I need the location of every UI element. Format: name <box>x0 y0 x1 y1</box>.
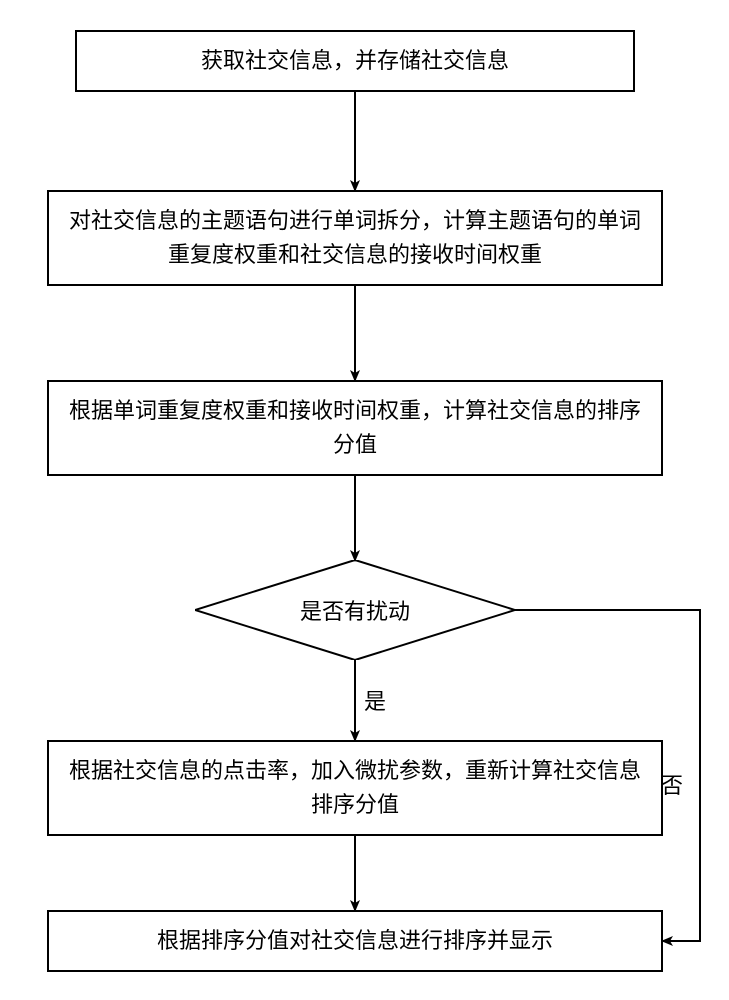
edges-layer <box>0 0 729 1000</box>
flow-node-n6: 根据排序分值对社交信息进行排序并显示 <box>47 910 663 972</box>
node-text: 对社交信息的主题语句进行单词拆分，计算主题语句的单词重复度权重和社交信息的接收时… <box>59 204 651 272</box>
flow-node-n5: 根据社交信息的点击率，加入微扰参数，重新计算社交信息排序分值 <box>47 740 663 836</box>
edge-label-text: 否 <box>661 773 683 798</box>
edge-label-text: 是 <box>364 689 386 714</box>
node-text: 根据单词重复度权重和接收时间权重，计算社交信息的排序分值 <box>59 394 651 462</box>
edge-label-3: 是 <box>364 684 386 716</box>
flowchart-canvas: 获取社交信息，并存储社交信息对社交信息的主题语句进行单词拆分，计算主题语句的单词… <box>0 0 729 1000</box>
edge-label-5: 否 <box>661 768 683 800</box>
flow-node-n1: 获取社交信息，并存储社交信息 <box>75 30 635 92</box>
node-text: 获取社交信息，并存储社交信息 <box>201 44 509 78</box>
node-text: 根据排序分值对社交信息进行排序并显示 <box>157 924 553 958</box>
flow-node-n4: 是否有扰动 <box>195 560 515 660</box>
node-text: 是否有扰动 <box>300 594 410 626</box>
node-text: 根据社交信息的点击率，加入微扰参数，重新计算社交信息排序分值 <box>59 754 651 822</box>
flow-node-n3: 根据单词重复度权重和接收时间权重，计算社交信息的排序分值 <box>47 380 663 476</box>
flow-node-n2: 对社交信息的主题语句进行单词拆分，计算主题语句的单词重复度权重和社交信息的接收时… <box>47 190 663 286</box>
